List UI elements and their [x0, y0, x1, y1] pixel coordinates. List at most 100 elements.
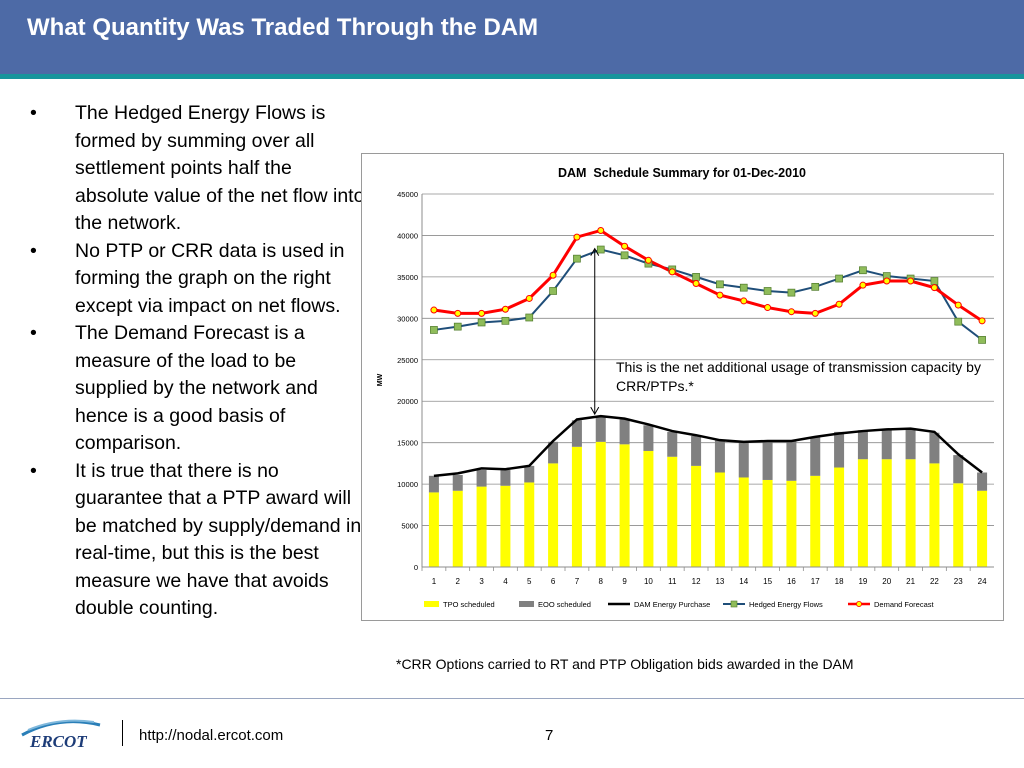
y-tick-label: 25000: [397, 356, 418, 365]
tpo-bar: [953, 483, 964, 567]
title-rule: [0, 74, 1024, 79]
hedged-marker: [954, 317, 963, 326]
hedged-marker: [501, 316, 510, 325]
x-tick-label: 4: [503, 577, 508, 586]
x-tick-label: 12: [692, 577, 701, 586]
tpo-bar: [857, 459, 868, 567]
slide-title: What Quantity Was Traded Through the DAM: [27, 14, 539, 41]
demand-marker: [478, 309, 486, 317]
footer-url-link[interactable]: http://nodal.ercot.com: [139, 727, 284, 744]
hedged-marker: [835, 274, 843, 283]
x-tick-label: 23: [954, 577, 963, 586]
chart-container: DAM Schedule Summary for 01-Dec-2010 MW …: [361, 153, 1004, 621]
demand-marker: [978, 317, 986, 325]
tpo-bar: [667, 456, 678, 567]
tpo-bar: [929, 463, 940, 567]
x-tick-label: 2: [456, 577, 461, 586]
hedged-marker: [811, 282, 820, 291]
tpo-bar: [548, 463, 559, 567]
tpo-bar: [977, 490, 988, 567]
eoo-bar: [762, 441, 773, 480]
hedged-flows-line: [433, 248, 983, 341]
demand-marker: [954, 301, 962, 309]
eoo-bar: [476, 470, 487, 487]
footer-rule: [0, 698, 1024, 699]
bullet-icon: •: [30, 459, 37, 482]
demand-marker: [835, 300, 843, 308]
legend-label: TPO scheduled: [443, 600, 495, 609]
dam-schedule-chart: DAM Schedule Summary for 01-Dec-2010 MW …: [377, 166, 994, 609]
demand-marker: [859, 281, 867, 289]
demand-marker: [692, 280, 700, 288]
legend-label: DAM Energy Purchase: [634, 600, 710, 609]
eoo-bar: [929, 432, 940, 464]
hedged-marker: [787, 288, 796, 297]
tpo-bar: [834, 467, 845, 567]
bullet-list: • The Hedged Energy Flows is formed by su…: [30, 100, 365, 623]
tpo-bar: [595, 441, 606, 567]
hedged-marker: [477, 318, 486, 327]
eoo-bar: [905, 428, 916, 460]
x-tick-label: 18: [835, 577, 844, 586]
demand-marker: [883, 277, 891, 285]
eoo-bar: [428, 475, 439, 493]
tpo-bar: [786, 480, 797, 567]
eoo-bar: [643, 425, 654, 451]
demand-marker: [907, 277, 915, 285]
eoo-bar: [834, 431, 845, 468]
demand-marker: [621, 242, 629, 250]
x-tick-label: 6: [551, 577, 556, 586]
x-tick-label: 13: [715, 577, 724, 586]
x-tick-label: 15: [763, 577, 772, 586]
hedged-marker: [739, 283, 748, 292]
logo-text: ERCOT: [29, 732, 87, 751]
hedged-marker: [453, 322, 462, 331]
legend-label: Hedged Energy Flows: [749, 600, 823, 609]
x-tick-label: 19: [858, 577, 867, 586]
hedged-marker: [620, 251, 629, 260]
y-tick-label: 40000: [397, 231, 418, 240]
arrow-head-up-icon: [590, 247, 600, 256]
demand-marker: [644, 256, 652, 264]
bullet-text: It is true that there is no guarantee th…: [75, 459, 362, 620]
legend-label: EOO scheduled: [538, 600, 591, 609]
y-tick-label: 5000: [401, 522, 418, 531]
hedged-marker: [716, 280, 724, 289]
x-tick-label: 10: [644, 577, 653, 586]
x-tick-label: 21: [906, 577, 915, 586]
bullet-item: • It is true that there is no guarantee t…: [30, 458, 365, 623]
eoo-bar: [524, 465, 535, 483]
demand-marker: [787, 308, 795, 316]
hedged-marker: [930, 277, 939, 285]
x-tick-label: 3: [479, 577, 484, 586]
eoo-bar: [786, 441, 797, 481]
y-tick-label: 30000: [397, 314, 418, 323]
dam-energy-line: [433, 414, 983, 478]
demand-marker: [549, 271, 557, 279]
y-tick-label: 10000: [397, 480, 418, 489]
tpo-bar: [810, 475, 821, 567]
bullet-text: The Hedged Energy Flows is formed by sum…: [75, 102, 365, 234]
demand-marker: [716, 291, 724, 299]
title-bar: What Quantity Was Traded Through the DAM: [0, 0, 1024, 74]
x-tick-label: 11: [668, 577, 677, 586]
tpo-bar: [714, 472, 725, 567]
tpo-bar: [500, 485, 511, 567]
demand-marker: [764, 304, 772, 312]
demand-marker: [501, 305, 509, 313]
tpo-bar: [738, 477, 749, 567]
eoo-bar: [738, 441, 749, 478]
footnote: *CRR Options carried to RT and PTP Oblig…: [396, 656, 854, 672]
x-tick-label: 20: [882, 577, 891, 586]
arrow-head-down-icon: [590, 406, 600, 416]
annotation-text: This is the net additional usage of tran…: [616, 359, 981, 394]
eoo-bar: [810, 436, 821, 476]
demand-marker: [573, 233, 581, 241]
eoo-bar: [977, 472, 988, 491]
demand-marker: [811, 309, 819, 317]
legend-swatch: [519, 601, 534, 607]
eoo-bar: [452, 474, 463, 491]
hedged-marker: [763, 287, 772, 295]
footer-divider: [122, 720, 123, 746]
x-tick-label: 14: [739, 577, 748, 586]
